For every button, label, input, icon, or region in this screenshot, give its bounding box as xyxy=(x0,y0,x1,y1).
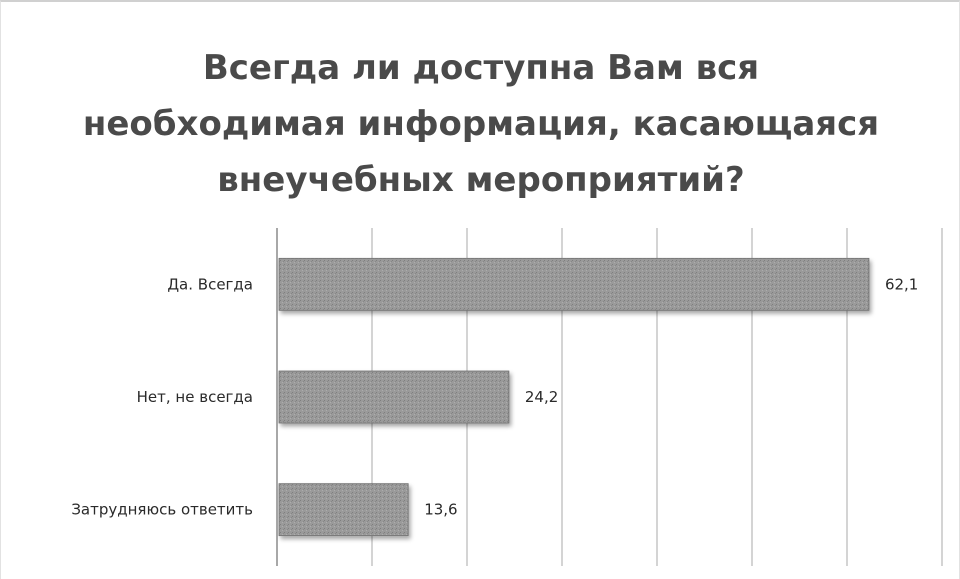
labels: Да. Всегда 62,1 Нет, не всегда 24,2 Затрудня… xyxy=(71,275,918,518)
data-label: 13,6 xyxy=(424,501,457,519)
bar xyxy=(278,483,409,537)
data-label: 24,2 xyxy=(525,388,558,406)
chart-title-line: Всегда ли доступна Вам вся xyxy=(202,48,760,88)
chart-title-line: необходимая информация, касающаяся xyxy=(82,104,880,144)
data-label: 62,1 xyxy=(885,275,918,293)
bar xyxy=(278,257,870,311)
category-label: Затрудняюсь ответить xyxy=(71,501,253,519)
bar xyxy=(278,370,510,424)
chart-title-line: внеучебных мероприятий? xyxy=(217,160,745,200)
category-label: Да. Всегда xyxy=(167,275,253,293)
chart-title: Всегда ли доступна Вам вся необходимая и… xyxy=(1,40,960,208)
bars xyxy=(278,257,870,537)
category-label: Нет, не всегда xyxy=(137,388,253,406)
